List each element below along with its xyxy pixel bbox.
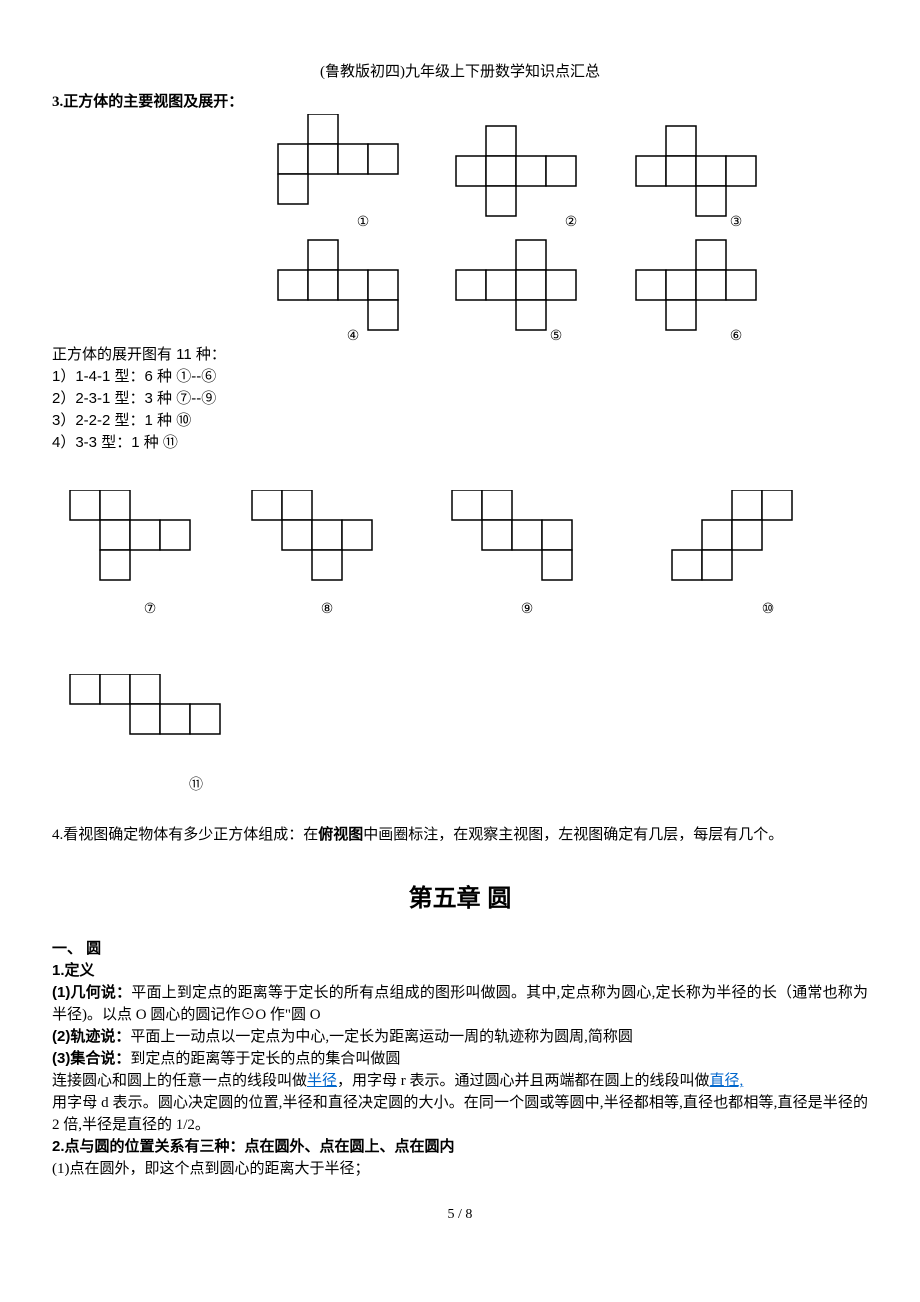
page: (鲁教版初四)九年级上下册数学知识点汇总 3.正方体的主要视图及展开： ① ② ③ ④… [0,0,920,1267]
def-geometric: (1)几何说：平面上到定点的距离等于定长的所有点组成的图形叫做圆。其中,定点称为… [52,982,868,1026]
cube-nets-row2: ⑦ ⑧ ⑨ ⑩ [52,490,868,660]
sec4-prefix: 4.看视图确定物体有多少正方体组成：在 [52,827,318,843]
svg-text:⑪: ⑪ [189,776,203,792]
page-header: (鲁教版初四)九年级上下册数学知识点汇总 [52,60,868,84]
section-4-text: 4.看视图确定物体有多少正方体组成：在俯视图中画圈标注，在观察主视图，左视图确定… [52,824,868,846]
radius-diameter-para: 连接圆心和圆上的任意一点的线段叫做半径，用字母 r 表示。通过圆心并且两端都在圆… [52,1070,868,1136]
def-locus-text: 平面上一动点以一定点为中心,一定长为距离运动一周的轨迹称为圆周,简称圆 [130,1029,633,1045]
chapter-5-title: 第五章 圆 [52,880,868,918]
cube-nets-row1: ① ② ③ ④ ⑤ ⑥ [52,114,868,344]
page-footer: 5 / 8 [52,1204,868,1226]
svg-text:②: ② [565,213,578,229]
svg-text:⑩: ⑩ [762,600,775,616]
unfold-line-4: 4）3-3 型：1 种 ⑪ [52,432,868,454]
svg-text:③: ③ [730,213,743,229]
unfold-line-3: 3）2-2-2 型：1 种 ⑩ [52,410,868,432]
radius-link[interactable]: 半径 [307,1073,337,1089]
sec4-bold: 俯视图 [318,827,363,843]
svg-text:⑥: ⑥ [730,327,743,343]
svg-text:⑤: ⑤ [550,327,563,343]
def-geo-label: (1)几何说： [52,984,131,1001]
circle-section-hdr: 一、 圆 [52,938,868,960]
svg-text:④: ④ [347,327,360,343]
point-circle-hdr: 2.点与圆的位置关系有三种：点在圆外、点在圆上、点在圆内 [52,1136,868,1158]
cube-nets-row3: ⑪ [52,674,868,824]
rd-p3: 用字母 d 表示。圆心决定圆的位置,半径和直径决定圆的大小。在同一个圆或等圆中,… [52,1095,868,1133]
rd-p1: 连接圆心和圆上的任意一点的线段叫做 [52,1073,307,1089]
def-set-label: (3)集合说： [52,1050,130,1067]
unfold-intro: 正方体的展开图有 11 种： [52,344,868,366]
svg-text:①: ① [357,213,370,229]
section-3-title: 3.正方体的主要视图及展开： [52,90,868,114]
svg-text:⑦: ⑦ [144,600,157,616]
def-geo-text: 平面上到定点的距离等于定长的所有点组成的图形叫做圆。其中,定点称为圆心,定长称为… [52,985,868,1023]
rd-p2: ，用字母 r 表示。通过圆心并且两端都在圆上的线段叫做 [337,1073,710,1089]
svg-text:⑧: ⑧ [321,600,334,616]
def-locus-label: (2)轨迹说： [52,1028,130,1045]
svg-text:⑨: ⑨ [521,600,534,616]
definition-hdr: 1.定义 [52,960,868,982]
def-set-text: 到定点的距离等于定长的点的集合叫做圆 [130,1051,400,1067]
sec4-suffix: 中画圈标注，在观察主视图，左视图确定有几层，每层有几个。 [363,827,783,843]
point-outside: (1)点在圆外，即这个点到圆心的距离大于半径； [52,1158,868,1180]
def-locus: (2)轨迹说：平面上一动点以一定点为中心,一定长为距离运动一周的轨迹称为圆周,简… [52,1026,868,1048]
diameter-link[interactable]: 直径, [710,1073,744,1089]
unfold-line-2: 2）2-3-1 型：3 种 ⑦--⑨ [52,388,868,410]
unfold-line-1: 1）1-4-1 型：6 种 ①--⑥ [52,366,868,388]
def-set: (3)集合说：到定点的距离等于定长的点的集合叫做圆 [52,1048,868,1070]
